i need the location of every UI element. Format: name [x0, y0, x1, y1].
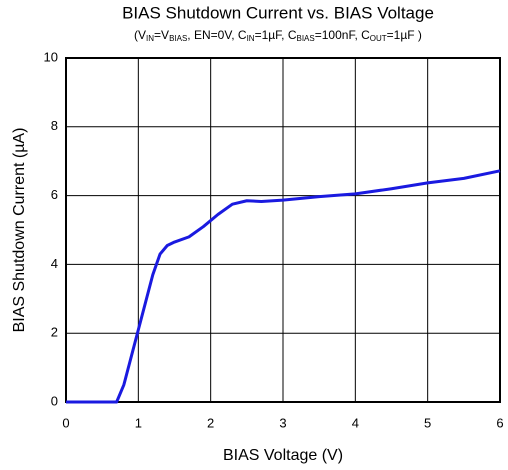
chart-title: BIAS Shutdown Current vs. BIAS Voltage	[122, 3, 434, 22]
subtitle-part: , EN=0V, C	[187, 28, 247, 42]
y-tick-label: 2	[51, 325, 58, 340]
x-tick-label: 2	[207, 415, 214, 430]
y-tick-label: 8	[51, 118, 58, 133]
subtitle-part: =V	[154, 28, 169, 42]
x-tick-label: 1	[135, 415, 142, 430]
x-tick-label: 5	[424, 415, 431, 430]
subtitle-part: =100nF, C	[315, 28, 370, 42]
x-tick-label: 6	[496, 415, 503, 430]
plot-frame	[65, 57, 501, 403]
y-axis-label: BIAS Shutdown Current (µA)	[11, 128, 28, 333]
y-tick-label: 6	[51, 187, 58, 202]
y-tick-label: 4	[51, 256, 58, 271]
x-tick-label: 3	[279, 415, 286, 430]
subscript: OUT	[370, 34, 387, 43]
x-axis-label: BIAS Voltage (V)	[223, 447, 343, 464]
x-tick-label: 0	[62, 415, 69, 430]
y-tick-label: 0	[51, 393, 58, 408]
x-tick-label: 4	[352, 415, 359, 430]
subscript: IN	[146, 34, 154, 43]
subscript: IN	[247, 34, 255, 43]
data-line	[66, 169, 501, 404]
subtitle-part: =1µF )	[387, 28, 422, 42]
subscript: BIAS	[169, 34, 187, 43]
subtitle-part: (V	[134, 28, 146, 42]
subscript: BIAS	[297, 34, 315, 43]
subtitle-part: =1µF, C	[255, 28, 297, 42]
chart-subtitle: (VIN=VBIAS, EN=0V, CIN=1µF, CBIAS=100nF,…	[134, 28, 422, 43]
y-tick-label: 10	[44, 49, 58, 64]
